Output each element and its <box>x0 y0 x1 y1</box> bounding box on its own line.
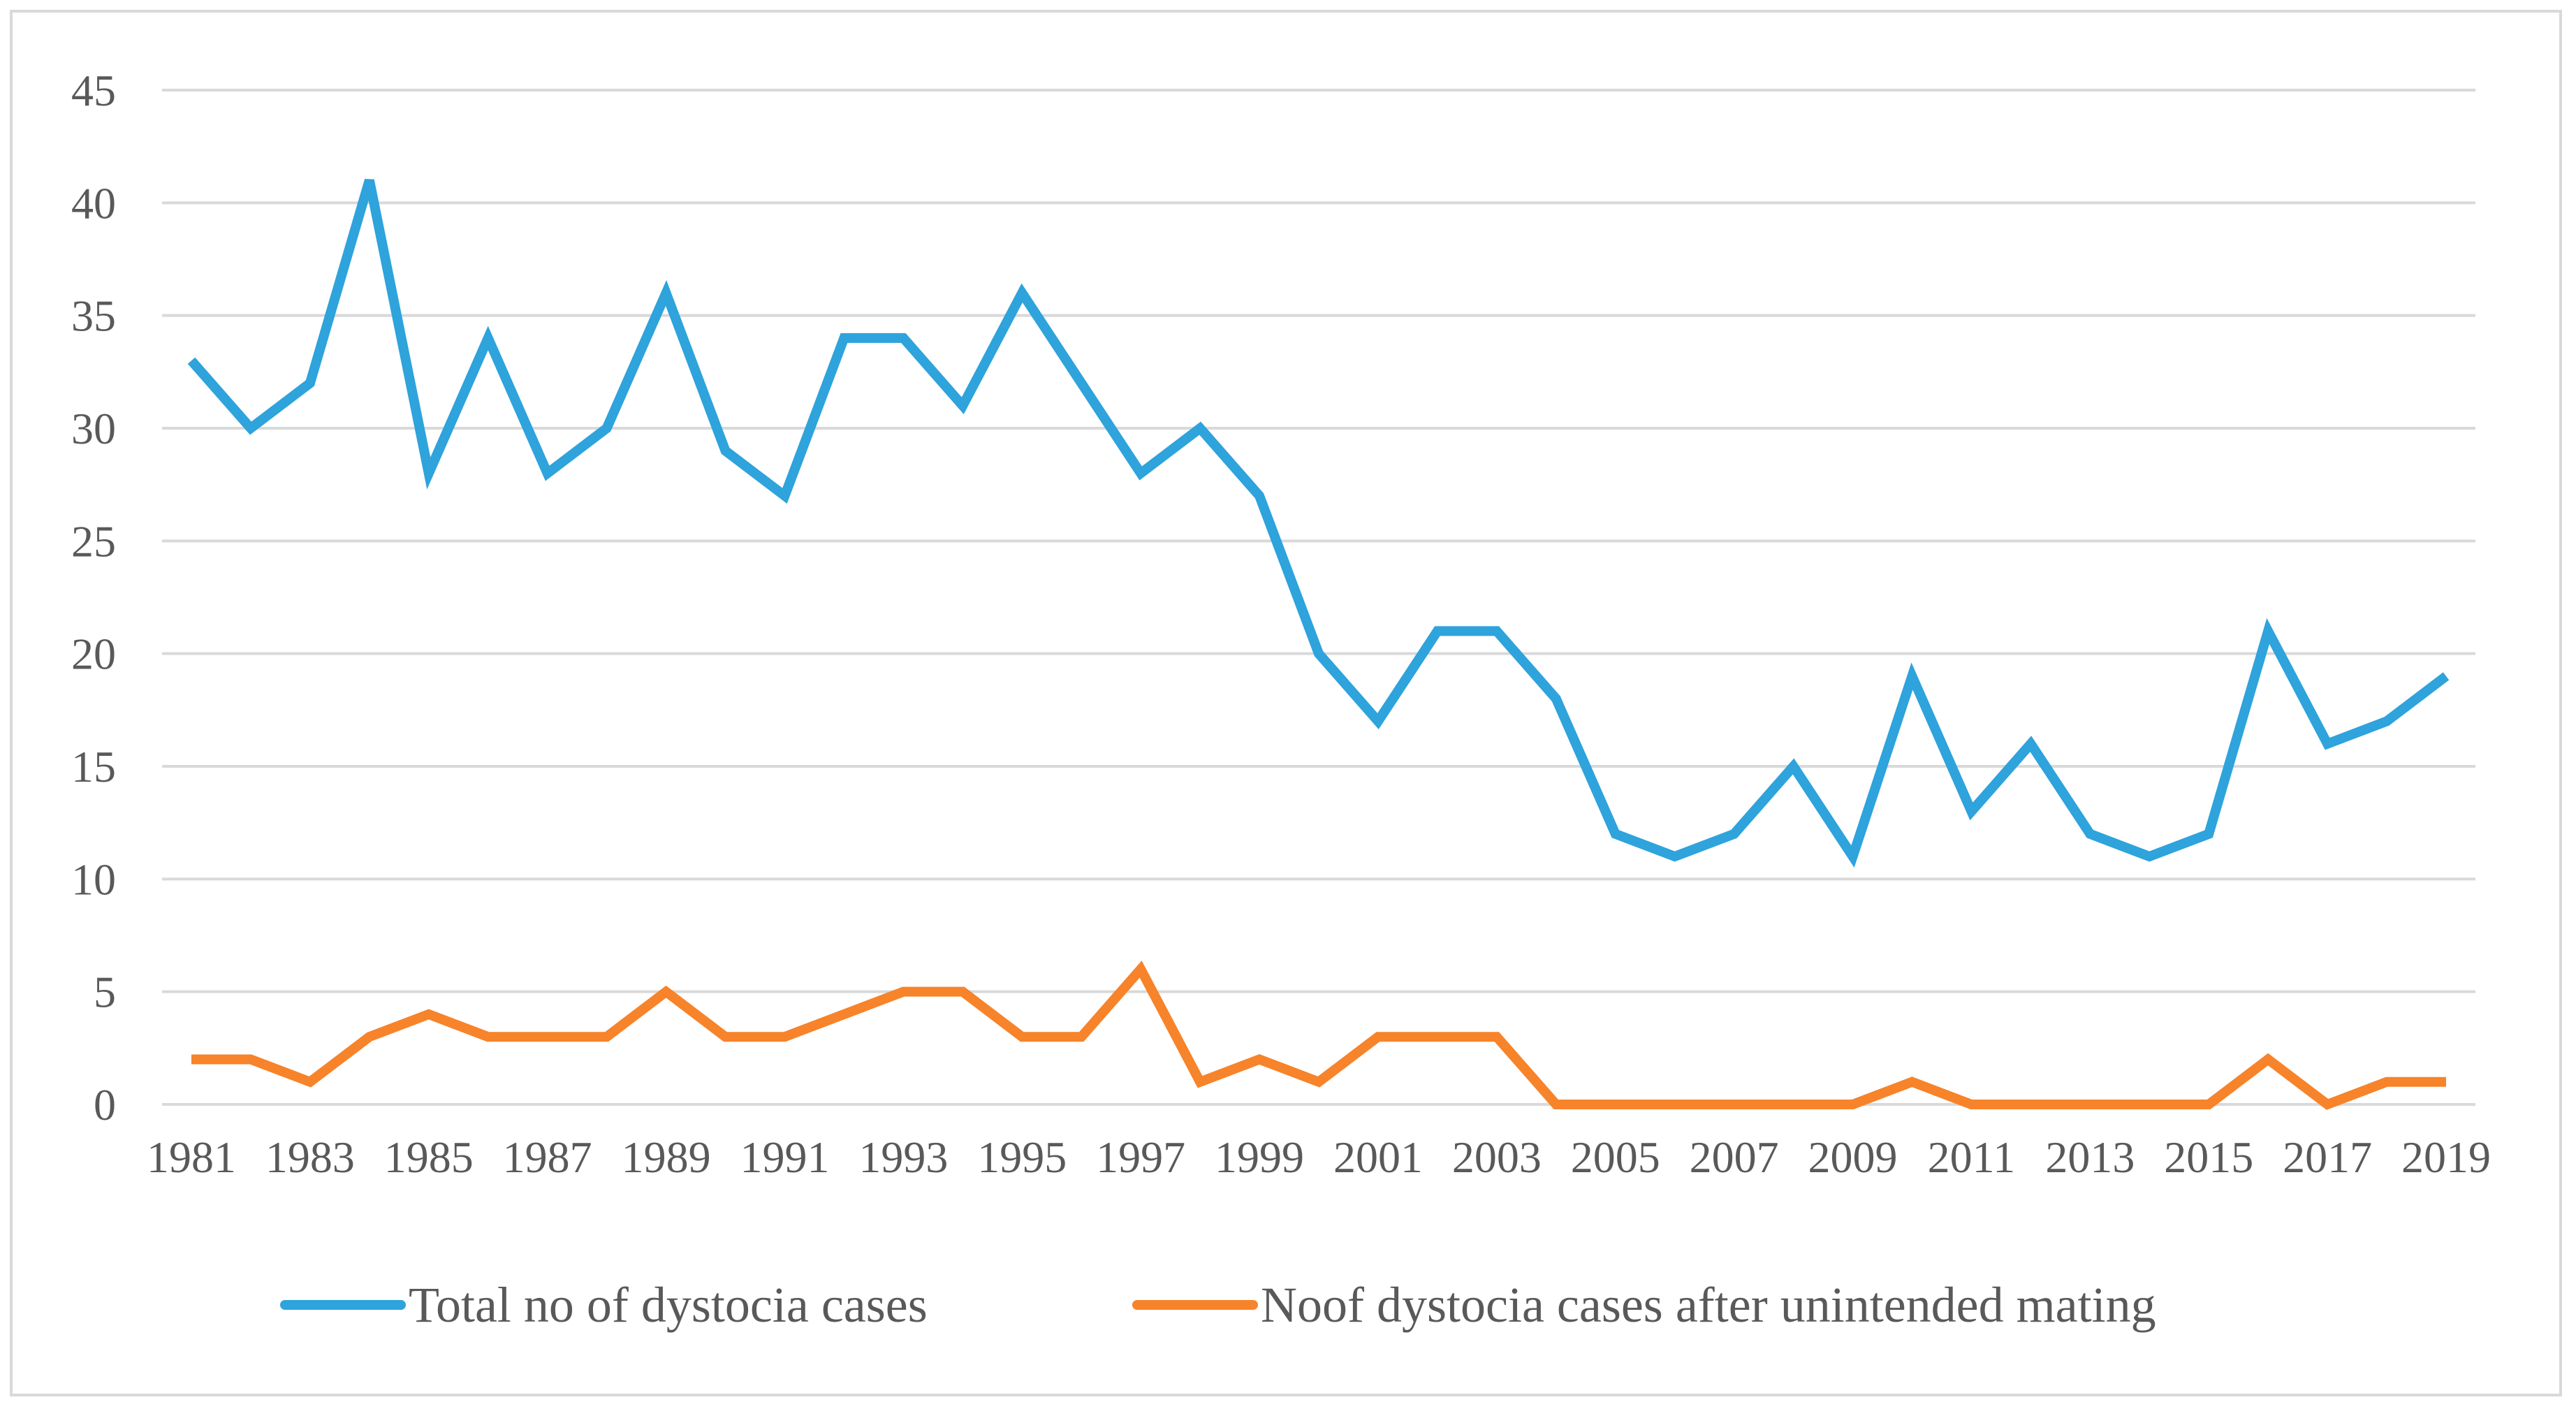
x-tick-label: 1989 <box>622 1132 711 1182</box>
x-tick-label: 2001 <box>1333 1132 1423 1182</box>
x-tick-label: 2019 <box>2401 1132 2491 1182</box>
x-tick-label: 2011 <box>1928 1132 2016 1182</box>
x-tick-label: 2007 <box>1690 1132 1779 1182</box>
y-tick-label: 15 <box>71 742 116 791</box>
x-tick-label: 1983 <box>265 1132 355 1182</box>
series-line-1 <box>187 179 2450 868</box>
x-tick-label: 1985 <box>384 1132 474 1182</box>
y-tick-label: 35 <box>71 291 116 341</box>
x-tick-label: 1987 <box>503 1132 592 1182</box>
chart-frame: 0 5 10 15 20 25 30 35 40 45 1981 1983 1985 1987 1989 1… <box>10 10 2562 1396</box>
y-tick-label: 40 <box>71 178 116 228</box>
y-tick-label: 45 <box>71 66 116 115</box>
x-tick-label: 1993 <box>858 1132 948 1182</box>
x-tick-label: 1991 <box>740 1132 829 1182</box>
x-tick-label: 1999 <box>1215 1132 1304 1182</box>
y-tick-label: 20 <box>71 629 116 679</box>
x-tick-label: 1997 <box>1096 1132 1185 1182</box>
y-tick-label: 5 <box>94 968 116 1017</box>
x-axis-ticks: 1981 1983 1985 1987 1989 1991 1993 1995 1997 1999… <box>147 1132 2491 1182</box>
x-tick-label: 2003 <box>1452 1132 1542 1182</box>
x-tick-label: 2013 <box>2045 1132 2135 1182</box>
x-tick-label: 2005 <box>1571 1132 1660 1182</box>
x-tick-label: 2009 <box>1808 1132 1898 1182</box>
x-tick-label: 1995 <box>977 1132 1067 1182</box>
legend: Total no of dystocia cases Noof dystocia … <box>280 1277 2156 1333</box>
y-tick-label: 30 <box>71 404 116 453</box>
x-tick-label: 2015 <box>2164 1132 2253 1182</box>
x-tick-label: 2017 <box>2283 1132 2372 1182</box>
y-axis-ticks: 0 5 10 15 20 25 30 35 40 45 <box>71 66 116 1130</box>
y-tick-label: 10 <box>71 854 116 904</box>
y-tick-label: 0 <box>94 1080 116 1130</box>
legend-label-1: Total no of dystocia cases <box>409 1277 928 1333</box>
series-lines <box>187 179 2450 1110</box>
y-tick-label: 25 <box>71 516 116 566</box>
series-line-2 <box>191 961 2446 1110</box>
legend-label-2: Noof dystocia cases after unintended mat… <box>1261 1277 2156 1333</box>
gridlines <box>162 89 2475 1106</box>
x-tick-label: 1981 <box>147 1132 236 1182</box>
